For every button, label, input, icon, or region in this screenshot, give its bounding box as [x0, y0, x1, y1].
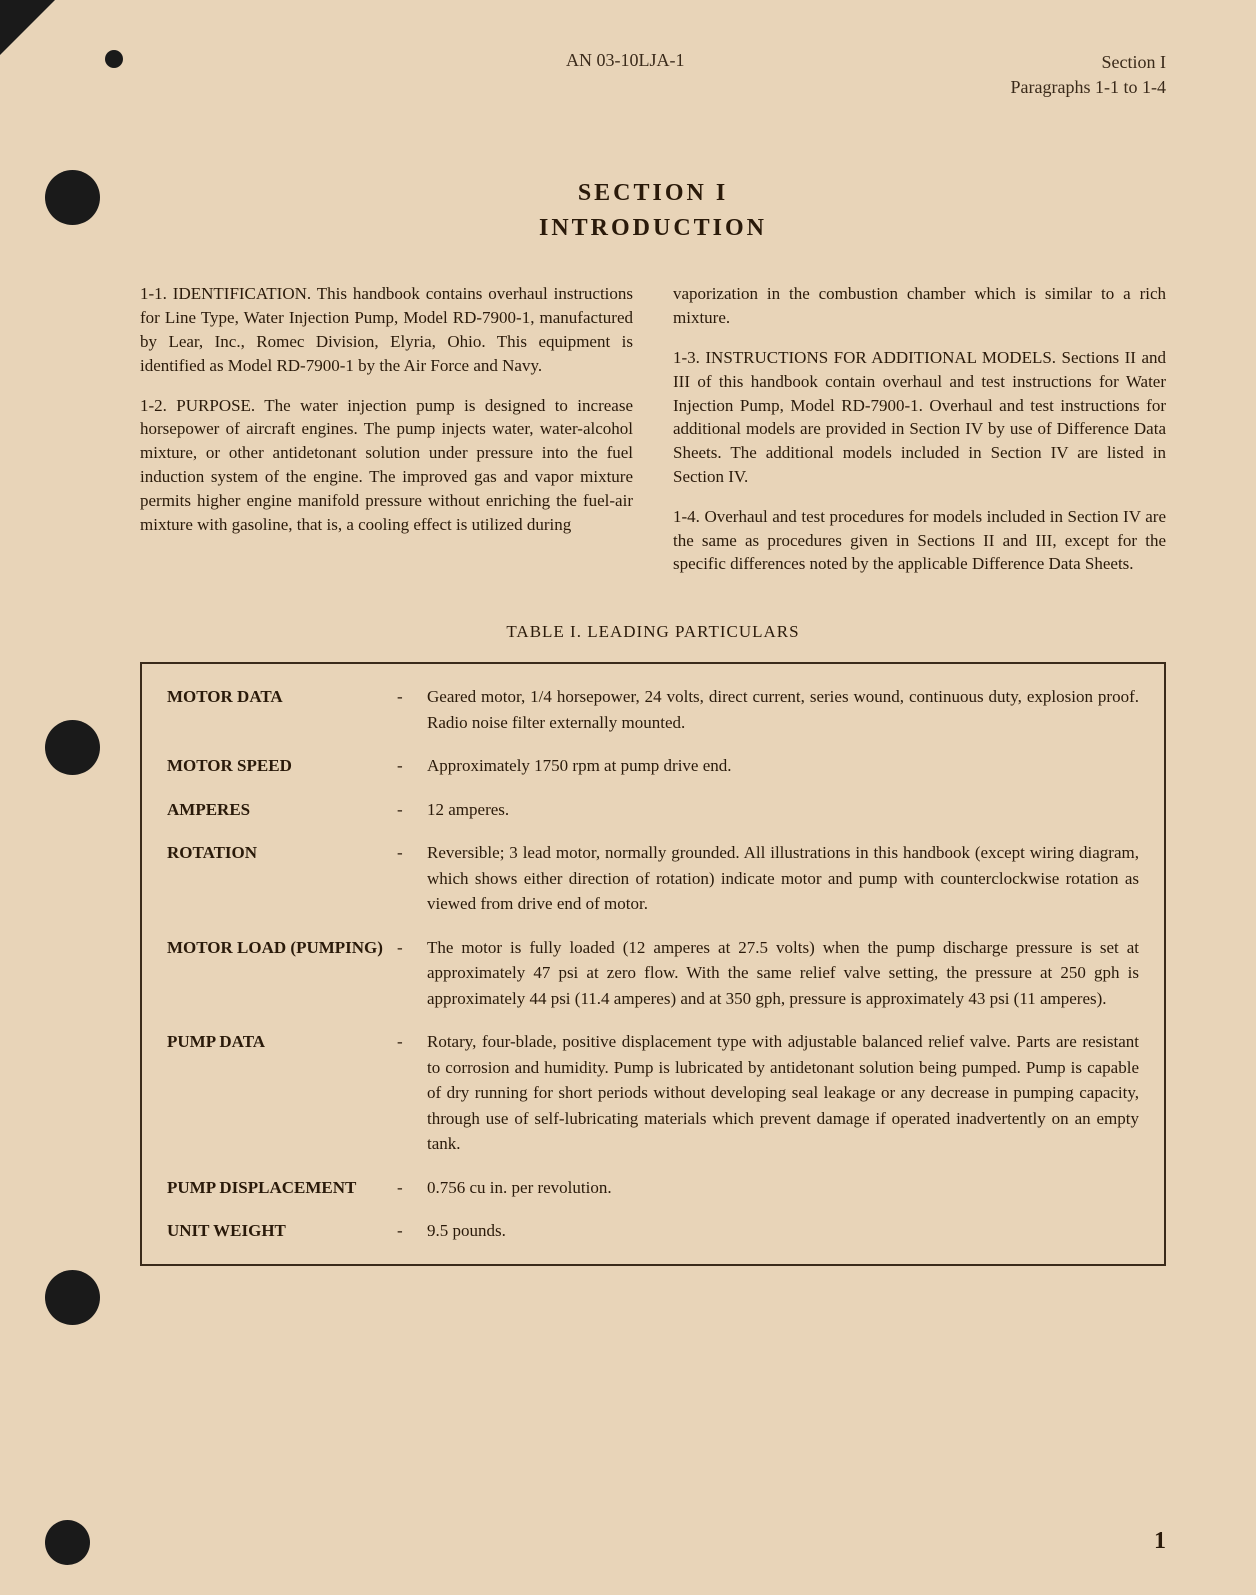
paragraph-1-1: 1-1. IDENTIFICATION. This handbook conta… [140, 282, 633, 377]
page-content: AN 03-10LJA-1 Section I Paragraphs 1-1 t… [0, 0, 1256, 1595]
paragraph-1-2-cont: vaporization in the combustion chamber w… [673, 282, 1166, 330]
table-value: Geared motor, 1/4 horsepower, 24 volts, … [427, 684, 1139, 735]
table-dash: - [397, 1218, 427, 1244]
table-label: MOTOR SPEED [167, 753, 397, 779]
paragraph-range: Paragraphs 1-1 to 1-4 [1011, 75, 1166, 100]
paragraph-1-4: 1-4. Overhaul and test procedures for mo… [673, 505, 1166, 576]
table-row: UNIT WEIGHT - 9.5 pounds. [167, 1218, 1139, 1244]
table-label: PUMP DATA [167, 1029, 397, 1055]
table-value: 0.756 cu in. per revolution. [427, 1175, 1139, 1201]
left-column: 1-1. IDENTIFICATION. This handbook conta… [140, 282, 633, 592]
paragraph-1-2: 1-2. PURPOSE. The water injection pump i… [140, 394, 633, 537]
table-value: Approximately 1750 rpm at pump drive end… [427, 753, 1139, 779]
table-value: Reversible; 3 lead motor, normally groun… [427, 840, 1139, 917]
body-text: 1-1. IDENTIFICATION. This handbook conta… [140, 282, 1166, 592]
table-dash: - [397, 797, 427, 823]
table-label: ROTATION [167, 840, 397, 866]
right-column: vaporization in the combustion chamber w… [673, 282, 1166, 592]
table-row: PUMP DATA - Rotary, four-blade, positive… [167, 1029, 1139, 1157]
table-label: MOTOR DATA [167, 684, 397, 710]
section-subtitle: INTRODUCTION [140, 215, 1166, 242]
table-row: ROTATION - Reversible; 3 lead motor, nor… [167, 840, 1139, 917]
table-dash: - [397, 753, 427, 779]
table-row: AMPERES - 12 amperes. [167, 797, 1139, 823]
document-number: AN 03-10LJA-1 [140, 50, 1011, 100]
table-row: MOTOR SPEED - Approximately 1750 rpm at … [167, 753, 1139, 779]
table-label: AMPERES [167, 797, 397, 823]
table-dash: - [397, 935, 427, 961]
table-value: 12 amperes. [427, 797, 1139, 823]
header-right: Section I Paragraphs 1-1 to 1-4 [1011, 50, 1166, 100]
table-row: PUMP DISPLACEMENT - 0.756 cu in. per rev… [167, 1175, 1139, 1201]
page-number: 1 [1154, 1528, 1166, 1555]
table-dash: - [397, 1029, 427, 1055]
table-dash: - [397, 1175, 427, 1201]
table-dash: - [397, 840, 427, 866]
table-label: PUMP DISPLACEMENT [167, 1175, 397, 1201]
table-label: UNIT WEIGHT [167, 1218, 397, 1244]
leading-particulars-table: MOTOR DATA - Geared motor, 1/4 horsepowe… [140, 662, 1166, 1266]
section-title: SECTION I [140, 180, 1166, 207]
table-value: Rotary, four-blade, positive displacemen… [427, 1029, 1139, 1157]
table-value: 9.5 pounds. [427, 1218, 1139, 1244]
table-row: MOTOR LOAD (PUMPING) - The motor is full… [167, 935, 1139, 1012]
table-dash: - [397, 684, 427, 710]
table-title: TABLE I. LEADING PARTICULARS [140, 622, 1166, 642]
table-label: MOTOR LOAD (PUMPING) [167, 935, 397, 961]
table-value: The motor is fully loaded (12 amperes at… [427, 935, 1139, 1012]
table-row: MOTOR DATA - Geared motor, 1/4 horsepowe… [167, 684, 1139, 735]
page-header: AN 03-10LJA-1 Section I Paragraphs 1-1 t… [140, 50, 1166, 100]
paragraph-1-3: 1-3. INSTRUCTIONS FOR ADDITIONAL MODELS.… [673, 346, 1166, 489]
section-label: Section I [1011, 50, 1166, 75]
